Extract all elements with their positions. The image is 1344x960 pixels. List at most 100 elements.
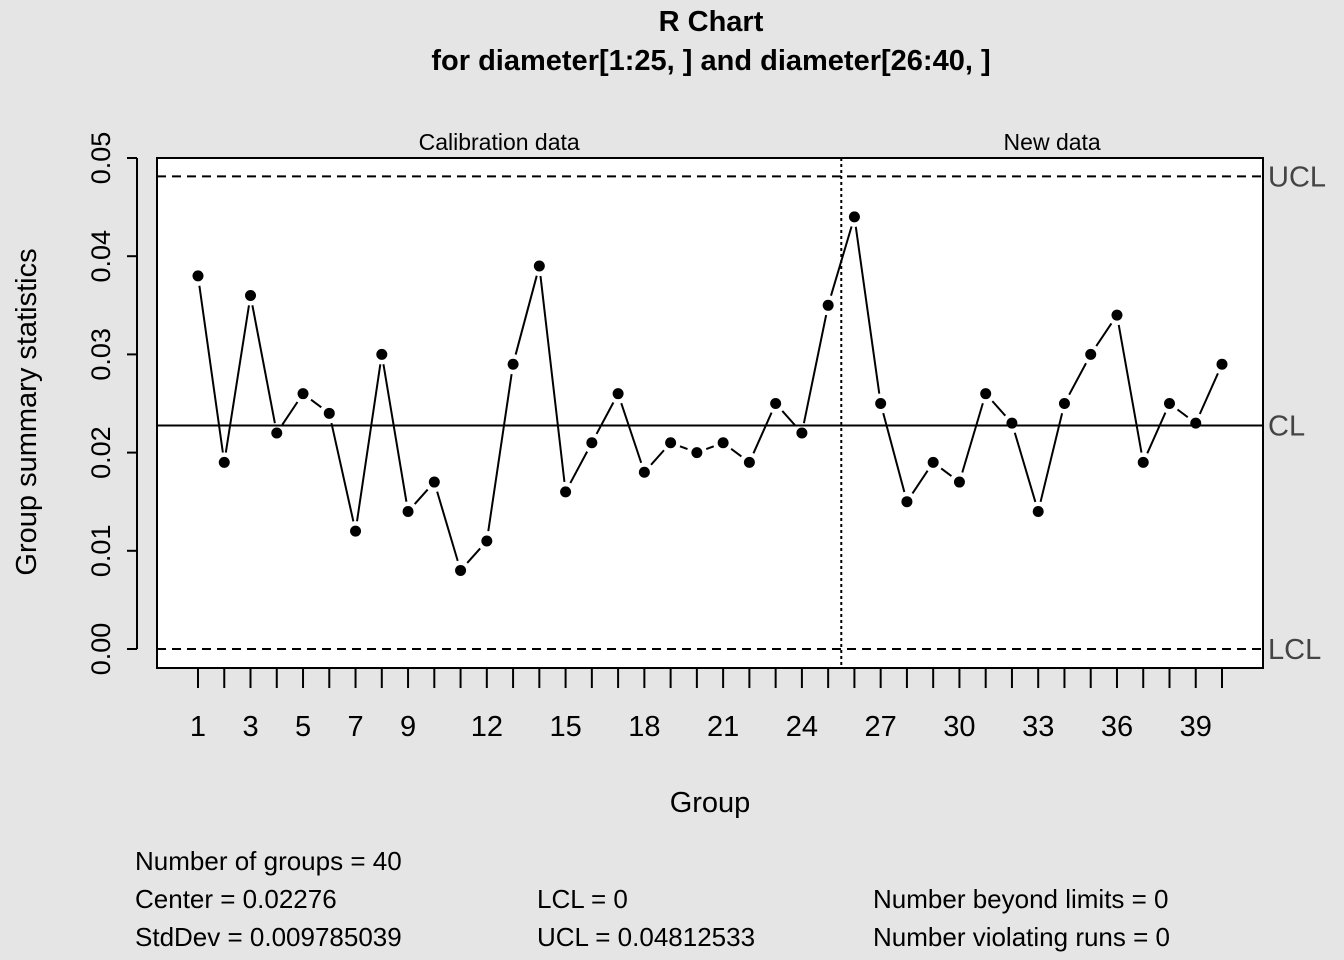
data-point bbox=[560, 486, 572, 498]
series-segment bbox=[781, 410, 796, 427]
series-segment bbox=[356, 364, 382, 522]
data-series bbox=[192, 211, 1228, 576]
series-segment bbox=[251, 305, 276, 424]
y-axis-label: Group summary statistics bbox=[11, 248, 43, 575]
chart-title: R Chart bbox=[658, 6, 764, 38]
x-tick-label: 12 bbox=[471, 711, 503, 743]
y-tick-label: 0.00 bbox=[86, 623, 116, 676]
data-point bbox=[271, 427, 283, 439]
series-segment bbox=[310, 398, 322, 409]
x-tick-label: 39 bbox=[1180, 711, 1212, 743]
data-point bbox=[428, 476, 440, 488]
data-point bbox=[507, 358, 519, 370]
y-tick-label: 0.01 bbox=[86, 525, 116, 578]
data-point bbox=[822, 299, 834, 311]
data-point bbox=[455, 564, 467, 576]
x-tick-label: 3 bbox=[242, 711, 258, 743]
data-point bbox=[770, 398, 782, 409]
cl-label: CL bbox=[1268, 410, 1305, 442]
series-segment bbox=[595, 402, 615, 435]
stat-lcl: LCL = 0 bbox=[537, 884, 628, 914]
series-segment bbox=[1117, 324, 1143, 453]
x-tick-label: 24 bbox=[786, 711, 818, 743]
series-segment bbox=[382, 364, 408, 502]
series-segment bbox=[882, 412, 906, 493]
data-point bbox=[481, 535, 493, 547]
x-tick-label: 27 bbox=[865, 711, 897, 743]
data-point bbox=[1006, 417, 1018, 429]
series-segment bbox=[330, 422, 355, 522]
data-point bbox=[323, 407, 335, 419]
data-point bbox=[297, 388, 309, 400]
series-segment bbox=[466, 547, 481, 564]
data-point bbox=[192, 270, 204, 282]
series-segment bbox=[224, 305, 250, 453]
stat-center: Center = 0.02276 bbox=[135, 884, 337, 914]
data-point bbox=[1111, 309, 1123, 321]
data-point bbox=[533, 260, 545, 272]
ucl-label: UCL bbox=[1268, 161, 1326, 193]
x-tick-label: 5 bbox=[295, 711, 311, 743]
series-segment bbox=[854, 226, 881, 394]
series-segment bbox=[487, 373, 513, 532]
series-segment bbox=[991, 400, 1007, 417]
y-tick-label: 0.04 bbox=[86, 230, 116, 283]
y-tick-label: 0.03 bbox=[86, 328, 116, 381]
data-point bbox=[245, 289, 257, 301]
x-tick-label: 36 bbox=[1101, 711, 1133, 743]
series-segment bbox=[281, 401, 299, 426]
data-point bbox=[376, 348, 388, 360]
data-point bbox=[980, 388, 992, 400]
x-tick-label: 9 bbox=[400, 711, 416, 743]
lcl-label: LCL bbox=[1268, 634, 1321, 666]
series-segment bbox=[705, 445, 715, 451]
data-point bbox=[350, 525, 362, 537]
series-segment bbox=[539, 275, 566, 483]
series-segment bbox=[679, 445, 688, 451]
series-segment bbox=[911, 470, 929, 494]
series-segment bbox=[1095, 322, 1113, 347]
data-point bbox=[848, 211, 860, 223]
axis-labels: Group Group summary statistics bbox=[11, 248, 750, 819]
stat-ucl: UCL = 0.04812533 bbox=[537, 922, 756, 952]
series-segment bbox=[961, 402, 984, 473]
chart-subtitle: for diameter[1:25, ] and diameter[26:40,… bbox=[431, 45, 991, 77]
series-segment bbox=[514, 275, 538, 355]
data-point bbox=[796, 427, 808, 439]
series-segment bbox=[569, 451, 589, 484]
series-segment bbox=[1013, 432, 1037, 503]
series-segment bbox=[198, 285, 224, 453]
series-segment bbox=[436, 491, 459, 562]
plot-background bbox=[157, 158, 1263, 668]
stat-stddev: StdDev = 0.009785039 bbox=[135, 922, 402, 952]
series-segment bbox=[830, 226, 853, 296]
series-segment bbox=[620, 402, 643, 464]
x-tick-label: 18 bbox=[628, 711, 660, 743]
x-tick-label: 15 bbox=[549, 711, 581, 743]
series-segment bbox=[1198, 372, 1219, 415]
x-tick-label: 7 bbox=[347, 711, 363, 743]
data-point bbox=[875, 398, 887, 409]
data-point bbox=[1032, 506, 1044, 518]
data-point bbox=[638, 466, 650, 478]
series-segment bbox=[413, 488, 429, 505]
stat-number-of-groups: Number of groups = 40 bbox=[135, 846, 402, 876]
plot-frame bbox=[156, 157, 1264, 669]
stat-violating-runs: Number violating runs = 0 bbox=[873, 922, 1170, 952]
series-segment bbox=[1176, 408, 1189, 418]
plot-area bbox=[157, 158, 1263, 668]
data-point bbox=[717, 437, 729, 449]
x-tick-label: 1 bbox=[190, 711, 206, 743]
data-point bbox=[927, 456, 939, 468]
x-tick-label: 21 bbox=[707, 711, 739, 743]
data-point bbox=[1216, 358, 1228, 370]
data-point bbox=[691, 447, 703, 459]
data-point bbox=[665, 437, 677, 449]
x-axis-label: Group bbox=[670, 787, 751, 819]
data-point bbox=[1190, 417, 1202, 429]
data-point bbox=[743, 456, 755, 468]
data-point bbox=[1085, 348, 1097, 360]
data-point bbox=[953, 476, 965, 488]
data-point bbox=[612, 388, 624, 400]
